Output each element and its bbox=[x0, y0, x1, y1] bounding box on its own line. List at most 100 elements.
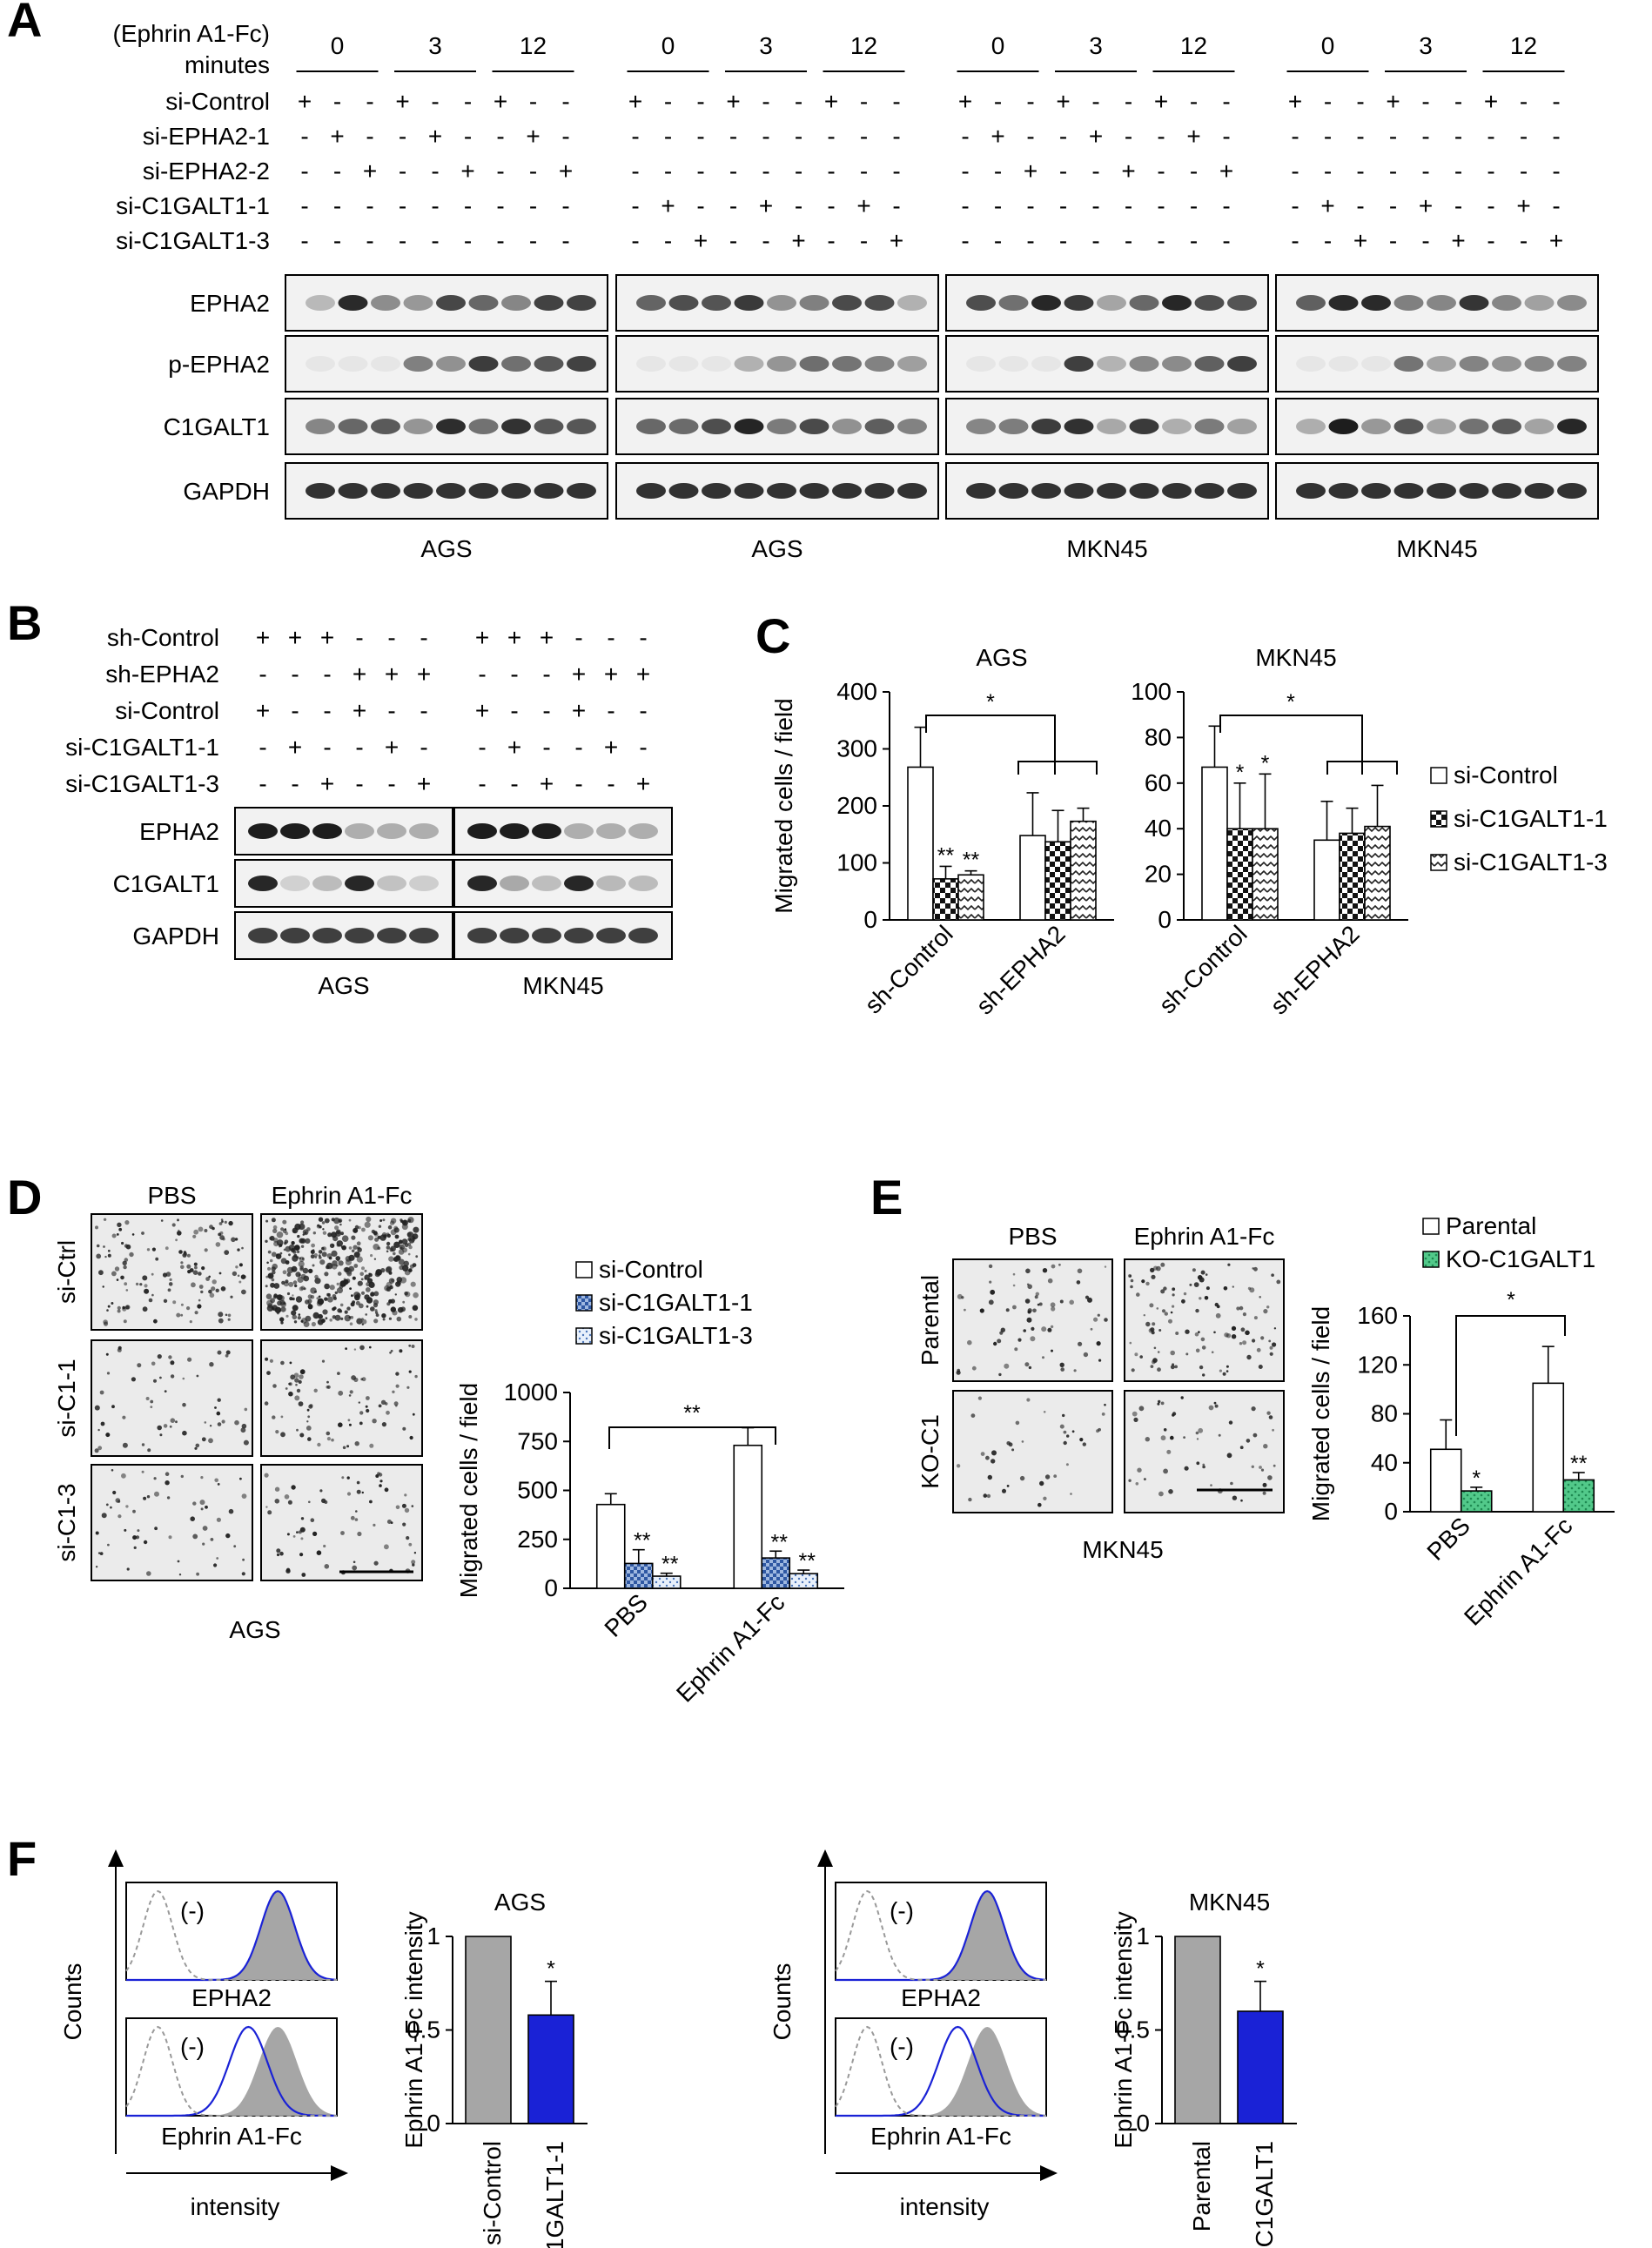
cell-dot bbox=[120, 1275, 124, 1280]
cell-dot bbox=[1047, 1278, 1053, 1284]
sign: + bbox=[791, 227, 805, 254]
cell-dot bbox=[322, 1246, 327, 1251]
cell-dot bbox=[326, 1380, 329, 1384]
significance: ** bbox=[634, 1529, 651, 1553]
cell-dot bbox=[276, 1239, 284, 1246]
cell-dot bbox=[192, 1501, 197, 1506]
cell-dot bbox=[988, 1299, 994, 1305]
cell-dot bbox=[414, 1374, 418, 1379]
cell-dot bbox=[1044, 1474, 1051, 1480]
cell-dot bbox=[129, 1251, 134, 1258]
sign: + bbox=[604, 661, 618, 688]
cell-dot bbox=[1090, 1327, 1093, 1331]
cell-dot bbox=[217, 1398, 221, 1402]
blot-band bbox=[1227, 295, 1257, 311]
histogram-control bbox=[836, 2027, 1046, 2116]
row-label: si-C1GALT1-1 bbox=[65, 734, 219, 761]
cell-dot bbox=[370, 1293, 373, 1297]
cell-dot bbox=[302, 1267, 309, 1274]
sign: + bbox=[385, 661, 399, 688]
cell-dot bbox=[153, 1379, 157, 1383]
blot-band bbox=[767, 483, 796, 499]
cell-dot bbox=[276, 1231, 284, 1238]
cell-dot bbox=[139, 1283, 143, 1286]
cell-dot bbox=[993, 1341, 997, 1346]
cell-dot bbox=[230, 1295, 233, 1298]
cell-dot bbox=[137, 1529, 140, 1533]
panel-b: sh-Control + + + - - - + + + - - -sh-EPHA2- - - + + + - - - +… bbox=[65, 624, 673, 999]
blot-band bbox=[345, 823, 374, 839]
cell-dot bbox=[319, 1489, 323, 1493]
cell-dot bbox=[318, 1295, 321, 1298]
blot-band bbox=[628, 928, 658, 943]
sign: - bbox=[1421, 227, 1429, 254]
y-tick-label: 250 bbox=[517, 1526, 558, 1553]
blot-band bbox=[1524, 356, 1555, 372]
cell-line-label: AGS bbox=[229, 1616, 280, 1643]
sign: - bbox=[892, 192, 900, 219]
sign: - bbox=[1222, 123, 1230, 150]
cell-dot bbox=[961, 1296, 964, 1299]
cell-dot bbox=[182, 1430, 187, 1436]
cell-dot bbox=[351, 1249, 355, 1253]
cell-dot bbox=[1160, 1262, 1165, 1267]
cell-dot bbox=[1096, 1341, 1101, 1346]
blot-band bbox=[1129, 356, 1159, 372]
cell-dot bbox=[1251, 1406, 1256, 1412]
sign: - bbox=[1026, 123, 1034, 150]
cell-dot bbox=[342, 1446, 346, 1450]
sign: + bbox=[395, 88, 409, 115]
sign: - bbox=[420, 734, 427, 761]
legend-entry: si-C1GALT1-1 bbox=[599, 1289, 753, 1316]
row-label: si-Ctrl bbox=[53, 1240, 80, 1304]
y-axis-label: Migrated cells / field bbox=[1307, 1306, 1334, 1521]
blot-band bbox=[636, 356, 666, 372]
blot-band bbox=[734, 419, 764, 434]
cell-dot bbox=[155, 1257, 159, 1261]
cell-dot bbox=[198, 1298, 201, 1302]
legend-entry: KO-C1GALT1 bbox=[1446, 1245, 1595, 1272]
bar bbox=[1313, 839, 1340, 921]
cell-dot bbox=[286, 1266, 294, 1274]
sign: + bbox=[726, 88, 740, 115]
cell-dot bbox=[1240, 1327, 1246, 1332]
cell-dot bbox=[168, 1282, 173, 1286]
sign: - bbox=[1157, 123, 1165, 150]
cell-dot bbox=[1199, 1365, 1204, 1370]
cell-dot bbox=[393, 1251, 396, 1256]
time-group-labels: 0 3 12 0 3 12 0 3 12 0 3 12 bbox=[296, 32, 1565, 72]
cell-dot bbox=[116, 1233, 119, 1236]
cell-dot bbox=[288, 1253, 291, 1257]
sign: + bbox=[494, 88, 507, 115]
sign: - bbox=[1520, 158, 1528, 185]
cell-dot bbox=[1143, 1314, 1146, 1317]
significance: ** bbox=[963, 849, 980, 873]
cell-dot bbox=[154, 1491, 159, 1497]
cell-dot bbox=[286, 1292, 291, 1296]
cell-dot bbox=[1266, 1411, 1271, 1415]
y-tick-label: 0 bbox=[863, 906, 877, 933]
cell-dot bbox=[218, 1312, 224, 1318]
cell-dot bbox=[1200, 1270, 1205, 1275]
cell-dot bbox=[1242, 1340, 1247, 1345]
cell-dot bbox=[192, 1234, 197, 1238]
cell-dot bbox=[361, 1319, 367, 1325]
cell-dot bbox=[190, 1516, 195, 1521]
cell-dot bbox=[216, 1557, 219, 1560]
bar bbox=[1019, 835, 1046, 921]
cell-dot bbox=[1145, 1321, 1151, 1327]
cell-dot bbox=[157, 1354, 162, 1359]
sign: - bbox=[860, 158, 868, 185]
y-tick-label: 400 bbox=[836, 678, 877, 705]
cell-dot bbox=[153, 1477, 157, 1480]
cell-dot bbox=[1197, 1275, 1203, 1280]
cell-dot bbox=[237, 1274, 240, 1278]
cell-dot bbox=[345, 1258, 352, 1265]
panel-label-b: B bbox=[7, 595, 42, 650]
sign: - bbox=[478, 734, 486, 761]
comparison-bracket bbox=[1219, 715, 1363, 775]
cell-dot bbox=[1205, 1286, 1210, 1291]
y-tick-label: 0.5 bbox=[406, 2016, 440, 2043]
y-tick-label: 120 bbox=[1357, 1351, 1398, 1378]
sign: - bbox=[1324, 227, 1332, 254]
